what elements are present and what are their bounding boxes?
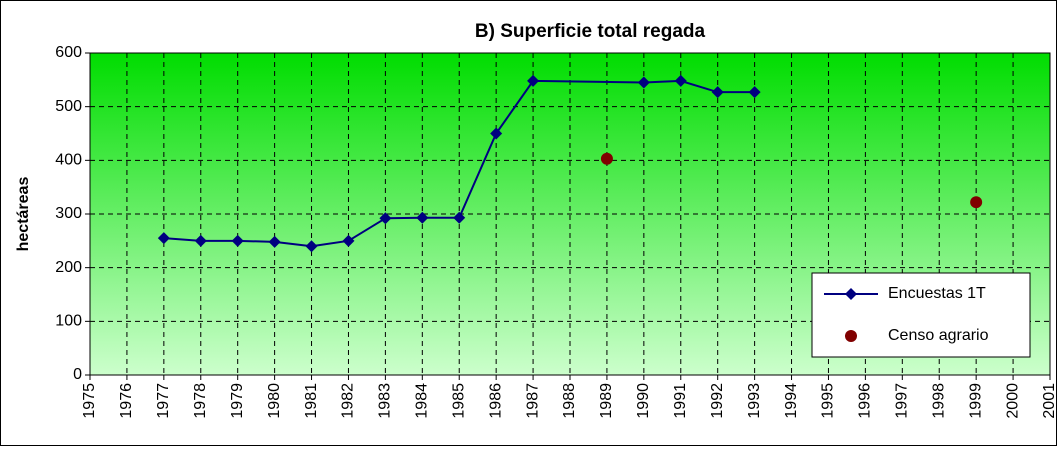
x-tick-label: 2000 (1004, 383, 1021, 419)
x-tick-label: 1997 (894, 383, 911, 419)
marker (268, 235, 281, 248)
plot-border (89, 52, 1051, 376)
marker (231, 234, 244, 247)
marker (600, 152, 613, 165)
legend-marker (845, 330, 857, 342)
y-tick-label: 100 (55, 313, 82, 330)
marker (157, 232, 170, 245)
marker (674, 74, 687, 87)
x-tick-label: 1994 (783, 383, 800, 419)
x-tick-label: 1981 (303, 383, 320, 419)
marker (637, 76, 650, 89)
legend-marker (845, 288, 857, 300)
x-tick-label: 1996 (857, 383, 874, 419)
marker (711, 86, 724, 99)
x-tick-label: 1991 (672, 383, 689, 419)
y-tick-label: 500 (55, 98, 82, 115)
y-tick-label: 400 (55, 152, 82, 169)
x-tick-label: 1987 (524, 383, 541, 419)
marker (342, 234, 355, 247)
marker (970, 196, 983, 209)
legend-box (811, 272, 1031, 358)
x-tick-label: 1985 (450, 383, 467, 419)
legend-label: Encuestas 1T (888, 285, 986, 302)
x-tick-label: 1980 (266, 383, 283, 419)
x-tick-label: 1982 (340, 383, 357, 419)
x-tick-label: 2001 (1041, 383, 1057, 419)
x-tick-label: 1978 (192, 383, 209, 419)
marker (453, 211, 466, 224)
x-tick-label: 1993 (746, 383, 763, 419)
marker (490, 127, 503, 140)
y-tick-label: 600 (55, 44, 82, 61)
x-tick-label: 1977 (155, 383, 172, 419)
x-tick-label: 1999 (967, 383, 984, 419)
marker (748, 86, 761, 99)
marker (194, 234, 207, 247)
x-tick-label: 1989 (598, 383, 615, 419)
x-tick-label: 1983 (377, 383, 394, 419)
x-tick-label: 1992 (709, 383, 726, 419)
x-tick-label: 1986 (487, 383, 504, 419)
x-tick-label: 1979 (229, 383, 246, 419)
y-tick-label: 300 (55, 205, 82, 222)
x-tick-label: 1984 (414, 383, 431, 419)
x-tick-label: 1998 (930, 383, 947, 419)
x-tick-label: 1990 (635, 383, 652, 419)
x-tick-label: 1975 (81, 383, 98, 419)
x-tick-label: 1988 (561, 383, 578, 419)
y-tick-label: 0 (73, 366, 82, 383)
chart-title: B) Superficie total regada (475, 21, 706, 42)
legend-label: Censo agrario (888, 327, 989, 344)
y-axis-label: hectáreas (15, 177, 32, 252)
marker (305, 240, 318, 253)
marker (527, 74, 540, 87)
y-tick-label: 200 (55, 259, 82, 276)
marker (379, 212, 392, 225)
x-tick-label: 1976 (118, 383, 135, 419)
x-tick-label: 1995 (820, 383, 837, 419)
marker (416, 211, 429, 224)
